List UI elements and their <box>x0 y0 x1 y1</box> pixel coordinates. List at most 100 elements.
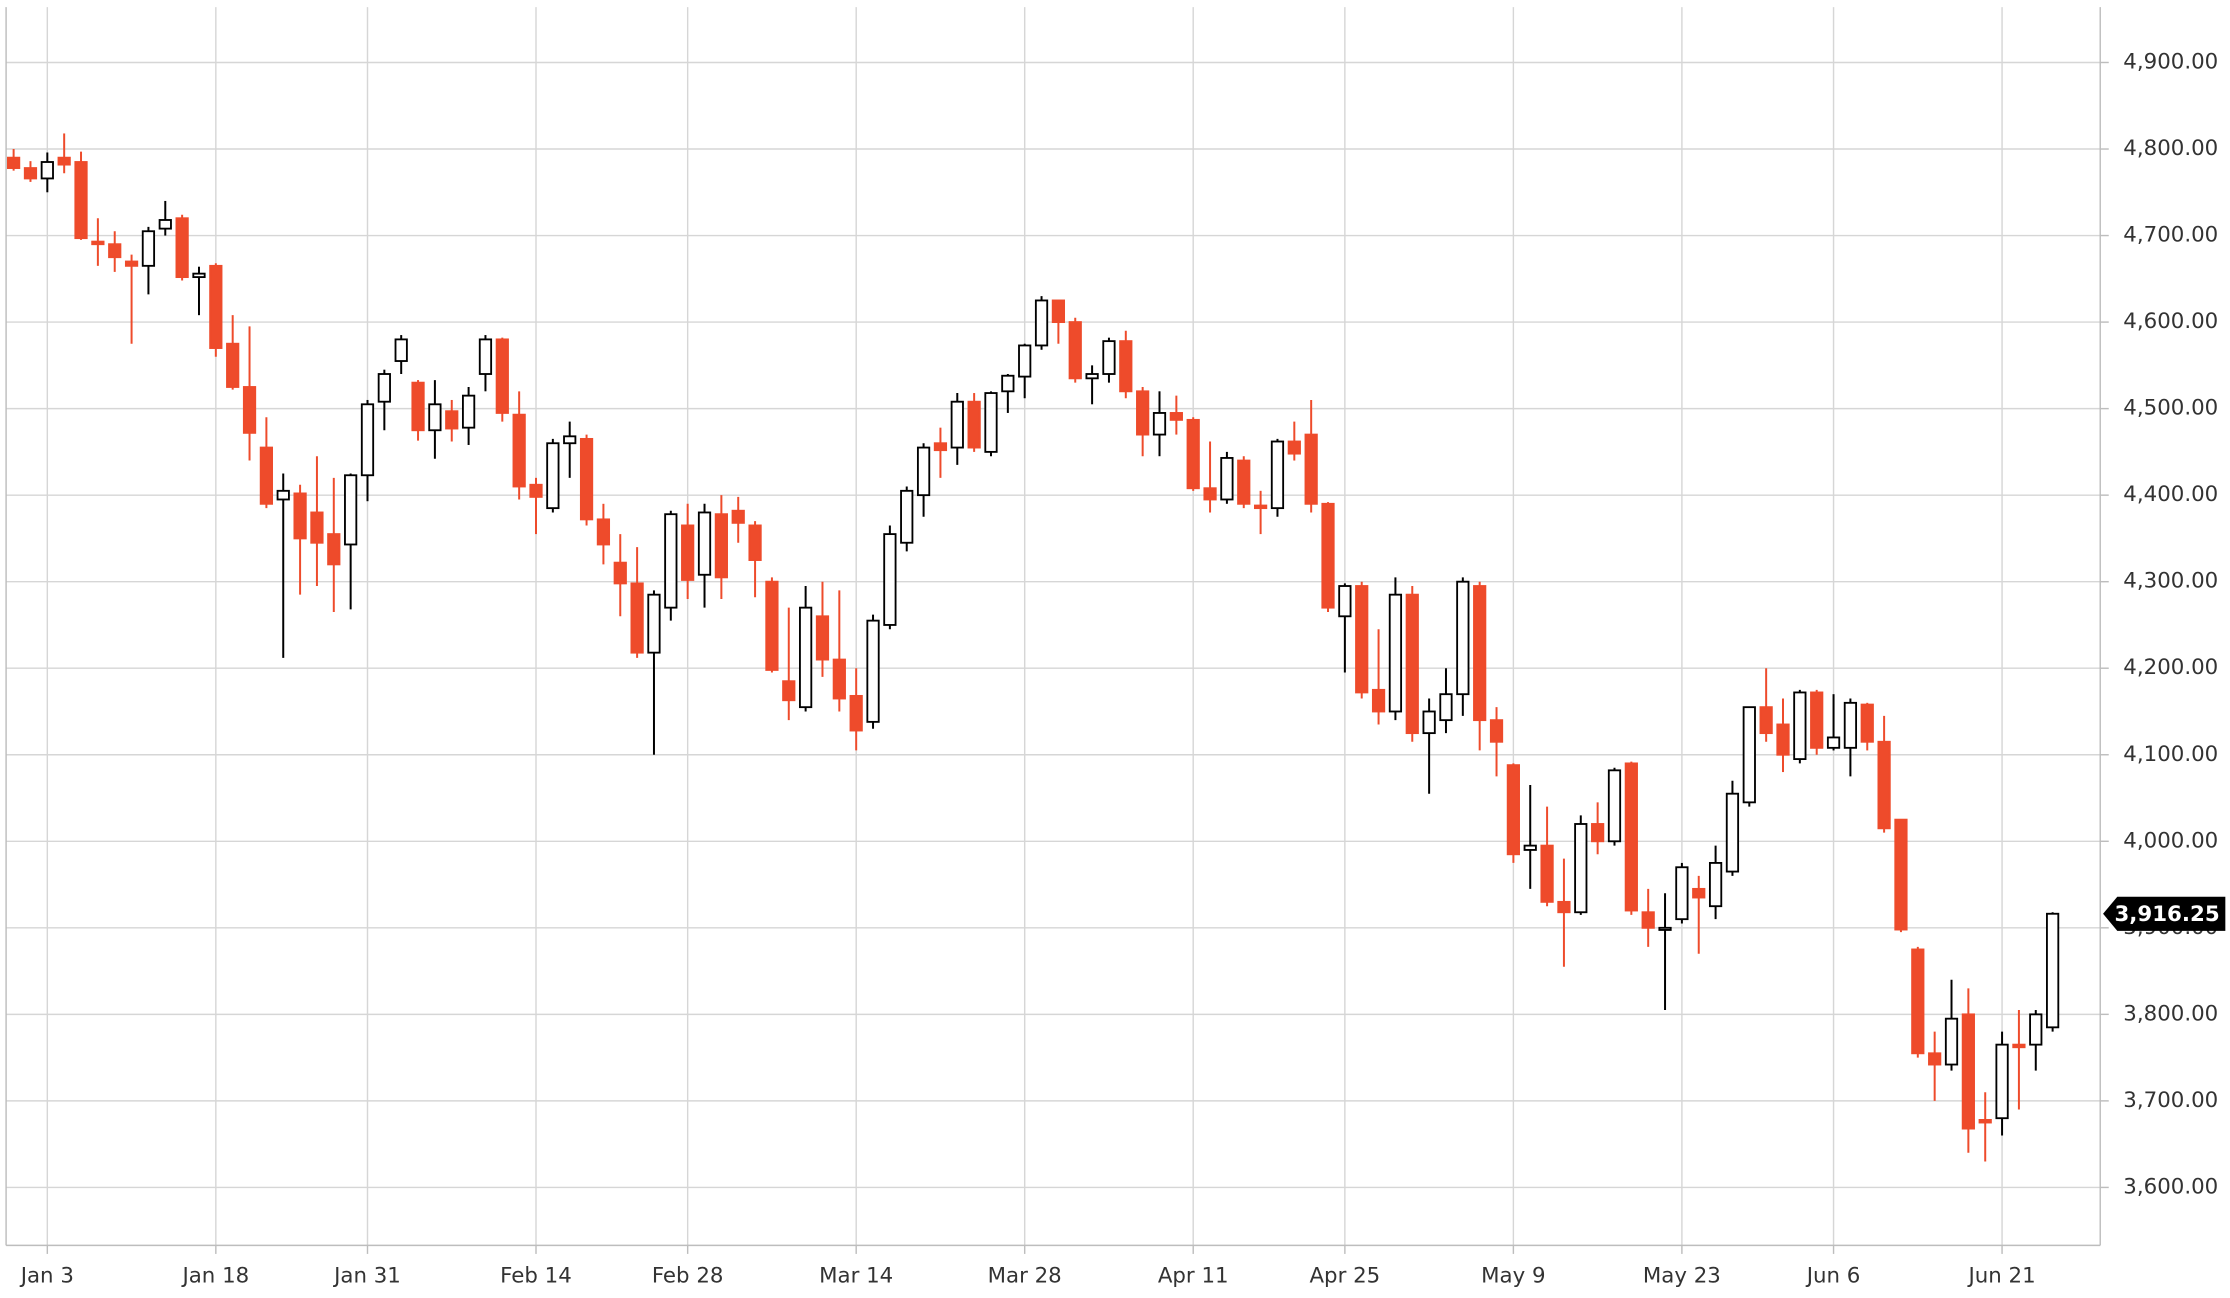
candle-body <box>1540 844 1554 903</box>
candle-body <box>731 509 745 524</box>
candle-body <box>91 240 105 246</box>
candle-body <box>664 513 678 609</box>
candle-body <box>815 615 830 661</box>
x-tick-label: Jan 3 <box>19 1264 74 1289</box>
x-tick-label: Jun 21 <box>1966 1264 2035 1289</box>
x-tick-label: Apr 11 <box>1158 1264 1229 1289</box>
candle-body <box>276 489 290 501</box>
candle-body <box>1270 440 1285 510</box>
y-tick-label: 4,000.00 <box>2123 828 2218 853</box>
candle-body <box>1759 706 1773 735</box>
y-tick-label: 4,700.00 <box>2123 223 2218 248</box>
candle-body <box>1018 344 1032 378</box>
candle-body <box>1473 585 1487 722</box>
candle-body <box>1658 926 1672 931</box>
candle-body <box>1742 706 1756 804</box>
candle-body <box>428 403 442 432</box>
candle-body <box>327 533 341 566</box>
y-tick-label: 3,600.00 <box>2123 1174 2218 1199</box>
candle-body <box>1708 861 1723 908</box>
label-layer: 3,600.003,700.003,800.003,900.004,000.00… <box>19 49 2226 1289</box>
candle-body <box>681 524 695 581</box>
candle-body <box>1978 1119 1992 1124</box>
candle-body <box>1591 823 1605 843</box>
candle-body <box>866 619 880 723</box>
candle-body <box>1675 866 1689 921</box>
candle-body <box>2029 1013 2043 1046</box>
candle-body <box>1456 580 1470 696</box>
y-tick-label: 4,500.00 <box>2123 396 2218 421</box>
candle-body <box>1119 340 1133 393</box>
x-tick-label: Feb 28 <box>652 1264 724 1289</box>
candle-body <box>1102 340 1116 375</box>
candle-body <box>293 492 307 540</box>
candle-body <box>209 264 223 349</box>
candle-body <box>1692 887 1706 899</box>
last-price-marker <box>2103 896 2226 931</box>
candle-body <box>782 680 796 702</box>
candle-body <box>950 400 964 449</box>
candle-body <box>74 161 88 240</box>
candle-body <box>1776 723 1790 756</box>
candle-body <box>1843 701 1858 749</box>
candle-body <box>1489 719 1504 743</box>
candle-body <box>23 167 38 180</box>
candle-body <box>512 413 526 488</box>
candle-body <box>2012 1043 2026 1049</box>
candle-body <box>1911 948 1925 1055</box>
x-tick-label: Jan 31 <box>332 1264 401 1289</box>
candle-body <box>1894 818 1908 931</box>
candle-body <box>1034 299 1049 347</box>
candle-body <box>799 606 813 709</box>
y-tick-label: 4,400.00 <box>2123 482 2218 507</box>
candle-body <box>900 489 914 544</box>
candle-body <box>226 342 240 388</box>
candle-body <box>933 442 948 452</box>
x-tick-label: Apr 25 <box>1309 1264 1380 1289</box>
candle-body <box>849 694 863 732</box>
candle-body <box>1287 440 1301 455</box>
candle-body <box>714 513 728 579</box>
candle-body <box>1810 691 1824 749</box>
candle-body <box>1405 593 1419 735</box>
candle-body <box>344 474 358 546</box>
grid-layer <box>6 7 2109 1254</box>
candle-body <box>57 156 71 166</box>
candle-body <box>1321 502 1335 609</box>
candle-body <box>1641 911 1655 929</box>
x-tick-label: Jan 18 <box>180 1264 249 1289</box>
last-price-label: 3,916.25 <box>2114 902 2219 927</box>
candle-body <box>1152 412 1167 436</box>
candle-body <box>1860 703 1874 743</box>
candle-body <box>630 582 644 654</box>
candle-body <box>1001 374 1015 393</box>
candle-body <box>1607 769 1622 843</box>
candle-body <box>916 446 931 497</box>
candle-body <box>1793 691 1807 761</box>
candle-body <box>40 161 54 180</box>
candle-body <box>883 533 897 626</box>
candle-body <box>1051 299 1066 324</box>
candle-body <box>7 156 21 169</box>
candle-body <box>192 272 206 279</box>
candle-body <box>108 243 122 259</box>
y-tick-label: 4,900.00 <box>2123 49 2218 74</box>
candle-body <box>1355 585 1369 694</box>
candle-body <box>1203 487 1217 501</box>
candle-body <box>546 442 560 510</box>
candle-body <box>1186 418 1200 490</box>
candle-body <box>1826 736 1841 749</box>
candle-body <box>1304 433 1318 505</box>
candle-body <box>1085 373 1099 380</box>
candle-body <box>1422 710 1436 735</box>
x-tick-label: May 23 <box>1643 1264 1721 1289</box>
candle-body <box>141 230 156 267</box>
candle-body <box>394 338 408 362</box>
candle-body <box>967 400 981 449</box>
candle-body <box>124 260 139 267</box>
candle-body <box>377 373 391 403</box>
candle-body <box>765 580 779 671</box>
candle-body <box>360 403 375 477</box>
candle-body <box>310 511 324 544</box>
